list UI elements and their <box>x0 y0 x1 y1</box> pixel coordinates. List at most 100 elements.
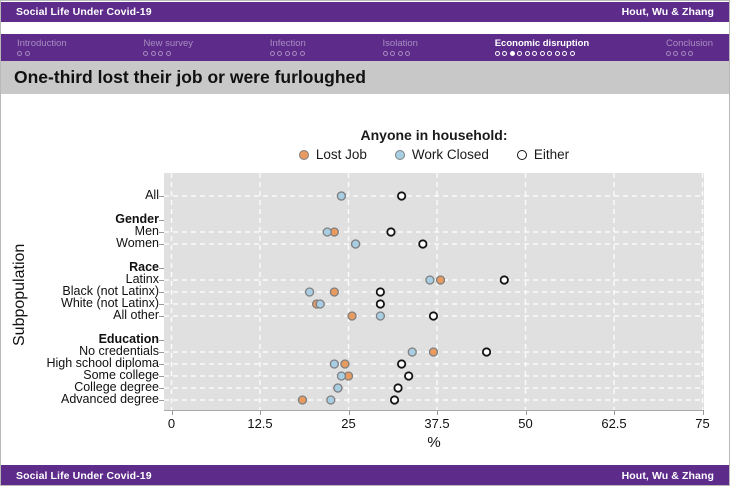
deck-title: Social Life Under Covid-19 <box>16 6 152 18</box>
nav-slide-dots <box>665 51 713 56</box>
nav-section-label: Conclusion <box>665 38 713 49</box>
data-point-closed <box>425 275 435 285</box>
y-tick-mark <box>159 364 164 365</box>
legend-item-lost: Lost Job <box>298 147 367 162</box>
legend-title: Anyone in household: <box>360 127 508 143</box>
y-category-label: High school diploma <box>46 356 159 370</box>
slide-dot <box>532 51 538 56</box>
x-tick-label: 37.5 <box>424 416 450 431</box>
y-category-label: All other <box>113 308 159 322</box>
data-point-either <box>389 395 400 405</box>
x-tick-label: 50 <box>518 416 533 431</box>
slide-dot <box>673 51 679 56</box>
slide-dot <box>165 51 171 56</box>
x-tick-label: 0 <box>167 416 176 431</box>
slide-dot <box>24 51 30 56</box>
x-tick-mark <box>171 410 173 415</box>
nav-section-economic-disruption[interactable]: Economic disruption <box>494 38 589 56</box>
nav-slide-dots <box>17 51 67 56</box>
slide-dot <box>405 51 411 56</box>
slide-dot <box>390 51 396 56</box>
data-point-either <box>428 311 439 321</box>
y-tick-mark <box>159 340 164 341</box>
slide-dot <box>284 51 290 56</box>
legend-items: Lost Job Work Closed Either <box>164 147 704 162</box>
nav-section-conclusion[interactable]: Conclusion <box>665 38 713 56</box>
y-category-label: College degree <box>74 380 159 394</box>
data-point-closed <box>407 347 417 357</box>
slide-dot <box>277 51 283 56</box>
footer-title: Social Life Under Covid-19 <box>16 469 152 482</box>
nav-section-new-survey[interactable]: New survey <box>143 38 193 56</box>
y-category-label: Advanced degree <box>61 392 159 406</box>
y-tick-mark <box>159 220 164 221</box>
legend-marker-closed-icon <box>394 149 405 160</box>
slide-dot <box>292 51 298 56</box>
chart-legend: Anyone in household: Lost Job Work Closed… <box>164 127 704 162</box>
footer-authors: Hout, Wu & Zhang <box>621 469 714 482</box>
nav-slide-dots <box>382 51 418 56</box>
nav-section-infection[interactable]: Infection <box>269 38 306 56</box>
slide-dot <box>547 51 553 56</box>
data-point-either <box>386 227 396 237</box>
slide-dot <box>382 51 388 56</box>
x-tick-mark <box>348 410 350 415</box>
data-point-closed <box>375 311 386 321</box>
x-tick-mark <box>525 410 527 415</box>
y-tick-mark <box>159 316 164 317</box>
slide-dot <box>539 51 545 56</box>
data-point-closed <box>333 383 343 393</box>
nav-slide-dots <box>143 51 193 56</box>
slide-dot <box>143 51 149 56</box>
slide-dot <box>397 51 403 56</box>
nav-section-label: Introduction <box>17 38 67 49</box>
y-category-label: Men <box>134 224 159 238</box>
nav-section-isolation[interactable]: Isolation <box>382 38 418 56</box>
x-tick-mark <box>702 410 704 415</box>
y-group-header: Gender <box>115 212 159 226</box>
current-slide-dot <box>509 51 515 56</box>
slide-dot <box>299 51 305 56</box>
y-tick-mark <box>159 388 164 389</box>
y-tick-mark <box>159 232 164 233</box>
legend-marker-lost-icon <box>298 149 309 160</box>
section-nav: Introduction New survey Infection Isolation… <box>1 34 729 61</box>
x-tick-label: 75 <box>695 416 710 431</box>
y-tick-mark <box>159 268 164 269</box>
x-tick-label: 12.5 <box>247 416 273 431</box>
y-category-label: White (not Latinx) <box>61 296 159 310</box>
slide-dot <box>562 51 568 56</box>
y-tick-mark <box>159 292 164 293</box>
slide-dot <box>688 51 694 56</box>
nav-section-label: New survey <box>143 38 194 49</box>
data-point-lost <box>428 347 439 357</box>
data-point-either <box>397 359 407 369</box>
legend-item-closed: Work Closed <box>394 147 489 162</box>
data-point-lost <box>297 395 308 405</box>
x-tick-mark <box>437 410 438 415</box>
y-tick-mark <box>159 400 164 401</box>
y-tick-mark <box>159 352 164 353</box>
legend-label: Either <box>533 147 570 162</box>
data-point-either <box>418 239 428 249</box>
nav-section-label: Infection <box>269 38 306 49</box>
y-tick-mark <box>159 280 164 281</box>
plot-panel <box>164 173 704 410</box>
data-point-closed <box>329 359 339 369</box>
y-group-header: Race <box>129 260 159 274</box>
data-point-lost <box>340 359 350 369</box>
data-point-either <box>393 383 403 393</box>
data-point-lost <box>329 287 339 297</box>
legend-item-either: Either <box>516 147 570 162</box>
slide-dot <box>269 51 275 56</box>
slide-dot <box>494 51 500 56</box>
x-tick-mark <box>614 410 615 415</box>
top-bar: Social Life Under Covid-19 Hout, Wu & Zh… <box>1 2 729 22</box>
y-category-label: Black (not Latinx) <box>62 284 159 298</box>
slide-dot <box>517 51 523 56</box>
y-tick-mark <box>159 196 164 197</box>
x-axis-line <box>164 410 704 411</box>
slide-dot <box>680 51 686 56</box>
data-point-closed <box>350 239 361 249</box>
nav-section-introduction[interactable]: Introduction <box>17 38 67 56</box>
